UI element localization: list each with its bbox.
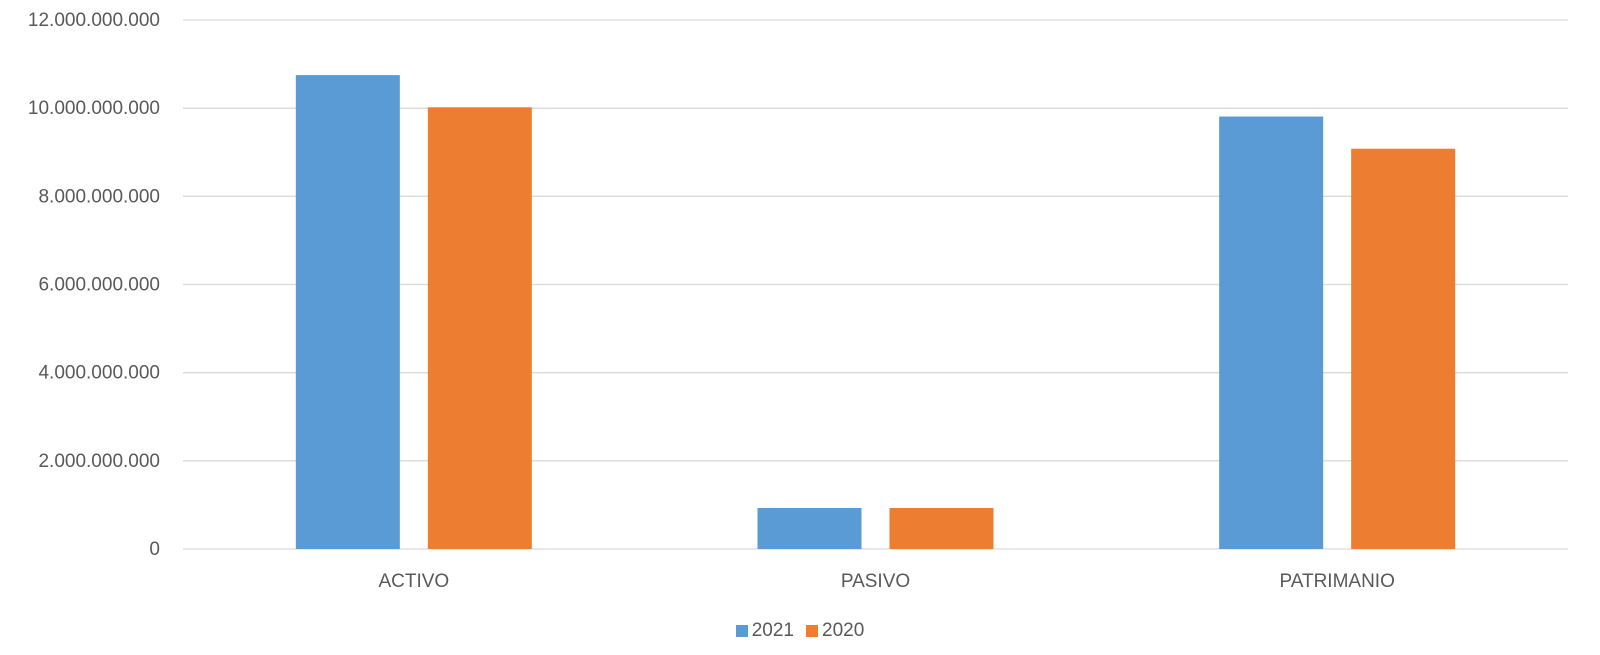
gridlines bbox=[183, 19, 1568, 550]
x-tick-label: PATRIMANIO bbox=[1279, 571, 1394, 592]
y-tick-label: 4.000.000.000 bbox=[38, 363, 160, 384]
y-tick-label: 10.000.000.000 bbox=[28, 98, 160, 119]
bar-2021-patrimanio bbox=[1219, 116, 1324, 549]
legend-label-2021: 2021 bbox=[751, 620, 794, 641]
y-axis-tick-labels: 0 2.000.000.000 4.000.000.000 6.000.000.000… bbox=[28, 10, 160, 560]
legend-item-2021: 2021 bbox=[735, 620, 794, 642]
bar-2021-pasivo bbox=[757, 508, 862, 549]
x-tick-label: ACTIVO bbox=[378, 571, 449, 592]
x-tick-label: PASIVO bbox=[841, 571, 910, 592]
bar-2020-patrimanio bbox=[1351, 148, 1456, 549]
legend: 2021 2020 bbox=[0, 620, 1600, 642]
legend-swatch-2021 bbox=[735, 625, 748, 637]
y-tick-label: 8.000.000.000 bbox=[38, 186, 160, 207]
y-tick-label: 6.000.000.000 bbox=[38, 275, 160, 296]
y-tick-label: 0 bbox=[149, 539, 160, 560]
bars bbox=[295, 75, 1456, 550]
y-tick-label: 12.000.000.000 bbox=[28, 10, 160, 31]
bar-2020-activo bbox=[427, 107, 532, 549]
chart-plot-area: 0 2.000.000.000 4.000.000.000 6.000.000.000… bbox=[28, 10, 1568, 592]
legend-label-2020: 2020 bbox=[822, 620, 865, 641]
bar-2021-activo bbox=[295, 75, 400, 550]
bar-2020-pasivo bbox=[889, 508, 994, 549]
x-axis-tick-labels: ACTIVO PASIVO PATRIMANIO bbox=[378, 571, 1394, 592]
y-tick-label: 2.000.000.000 bbox=[38, 451, 160, 472]
legend-swatch-2020 bbox=[806, 625, 818, 637]
legend-item-2020: 2020 bbox=[806, 620, 864, 642]
